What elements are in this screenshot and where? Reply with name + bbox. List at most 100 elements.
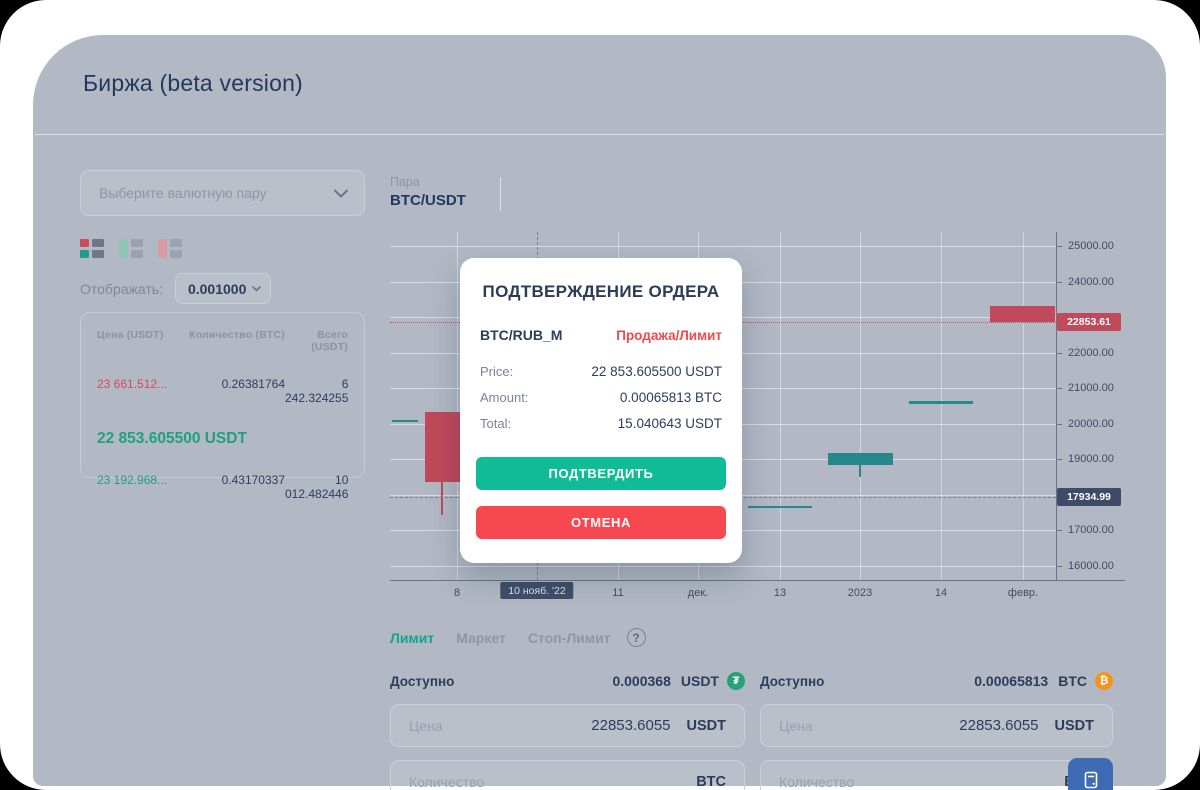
bid-amount: 0.43170337 — [221, 473, 285, 487]
price-tick-mark — [1056, 388, 1062, 389]
order-confirmation-modal: ПОДТВЕРЖДЕНИЕ ОРДЕРА BTC/RUB_M Продажа/Л… — [460, 258, 742, 563]
time-gridline — [780, 232, 781, 580]
tab-stop-limit[interactable]: Стоп-Лимит — [527, 629, 611, 646]
confirm-button[interactable]: ПОДТВЕРДИТЬ — [476, 457, 726, 490]
time-axis-line — [390, 580, 1125, 581]
modal-amount-label: Amount: — [480, 389, 529, 405]
quantity-placeholder: Количество — [409, 773, 485, 790]
time-tick-label: 13 — [773, 587, 787, 599]
price-tick-mark — [1056, 565, 1062, 567]
price-value-group: 22853.6055 USDT — [591, 717, 726, 734]
price-tick-label: 17000.00 — [1068, 524, 1114, 536]
view-asks-icon[interactable] — [158, 239, 183, 258]
ask-price: 23 661.512... — [97, 377, 168, 391]
price-axis-line — [1056, 232, 1057, 580]
modal-amount-value: 0.00065813 BTC — [619, 389, 722, 405]
time-crosshair-tag: 10 нояб. '22 — [500, 582, 574, 599]
time-tick-label: 2023 — [847, 587, 873, 599]
bid-total: 10 012.482446 — [285, 473, 349, 501]
available-label: Доступно — [390, 673, 455, 689]
pair-info: Пара BTC/USDT — [390, 175, 466, 209]
time-tick-label: дек. — [687, 587, 709, 599]
price-placeholder: Цена — [779, 717, 813, 734]
price-currency: USDT — [1054, 717, 1094, 734]
chevron-down-icon — [252, 285, 262, 292]
price-input[interactable]: Цена 22853.6055 USDT — [760, 704, 1113, 747]
orderbook-view-switcher — [80, 239, 183, 258]
orderbook: Цена (USDT) Количество (BTC) Всего (USDT… — [80, 312, 365, 501]
currency-pair-select[interactable]: Выберите валютную пару — [80, 170, 365, 216]
time-gridline — [941, 232, 942, 580]
modal-total-row: Total: 15.040643 USDT — [480, 410, 722, 436]
display-step-value: 0.001000 — [187, 280, 247, 297]
tab-limit[interactable]: Лимит — [390, 629, 435, 646]
order-type-tabs: Лимит Маркет Стоп-Лимит ? — [390, 628, 646, 647]
quantity-input[interactable]: Количество BTC — [390, 760, 745, 790]
price-tick-label: 21000.00 — [1068, 382, 1114, 394]
price-input[interactable]: Цена 22853.6055 USDT — [390, 704, 745, 747]
modal-detail-rows: Price: 22 853.605500 USDT Amount: 0.0006… — [480, 358, 722, 436]
time-tick-label: 11 — [612, 587, 624, 599]
tab-market[interactable]: Маркет — [456, 629, 506, 646]
orderbook-header: Цена (USDT) Количество (BTC) Всего (USDT… — [97, 329, 348, 353]
pair-info-divider — [500, 178, 501, 211]
bid-price: 23 192.968... — [97, 473, 168, 487]
orderbook-header-amount: Количество (BTC) — [189, 329, 285, 341]
candle-body — [748, 505, 812, 508]
view-bids-bars — [131, 239, 143, 258]
candle-body — [392, 420, 418, 423]
time-gridline — [457, 232, 458, 580]
quantity-placeholder: Количество — [779, 773, 855, 790]
price-value: 22853.6055 — [591, 717, 671, 734]
candle-body — [424, 411, 460, 482]
price-tick-label: 25000.00 — [1068, 240, 1114, 252]
buy-order-form: Доступно 0.000368 USDT ₮ Цена 22853.6055… — [390, 660, 745, 790]
available-value-group: 0.00065813 BTC ₿ — [974, 672, 1113, 690]
view-asks-bars — [170, 239, 182, 258]
price-tick-label: 22000.00 — [1068, 346, 1114, 359]
crosshair-price-tag: 17934.99 — [1057, 487, 1121, 506]
price-tick-label: 20000.00 — [1068, 417, 1114, 430]
available-currency: USDT — [680, 673, 719, 689]
modal-pair: BTC/RUB_M — [480, 327, 563, 343]
modal-amount-row: Amount: 0.00065813 BTC — [480, 384, 722, 410]
orderbook-ask-row[interactable]: 23 661.512... 0.26381764 6 242.324255 — [97, 377, 348, 405]
time-gridline — [860, 232, 861, 580]
modal-pair-row: BTC/RUB_M Продажа/Лимит — [480, 327, 722, 343]
view-bids-icon[interactable] — [119, 239, 144, 258]
display-step-dropdown[interactable]: 0.001000 — [174, 273, 272, 304]
help-icon[interactable]: ? — [626, 628, 646, 647]
calculator-icon — [1081, 770, 1101, 790]
tether-icon: ₮ — [727, 672, 745, 690]
currency-pair-placeholder: Выберите валютную пару — [99, 185, 267, 201]
price-value-group: 22853.6055 USDT — [959, 717, 1094, 734]
price-tick-mark — [1056, 423, 1062, 425]
modal-total-value: 15.040643 USDT — [617, 415, 722, 431]
bitcoin-icon: ₿ — [1095, 672, 1113, 690]
price-tick-mark — [1056, 352, 1062, 354]
candle-body — [827, 452, 893, 466]
price-tick-label: 19000.00 — [1068, 453, 1114, 465]
orderbook-bid-row[interactable]: 23 192.968... 0.43170337 10 012.482446 — [97, 473, 348, 501]
modal-price-label: Price: — [480, 363, 514, 379]
view-both-icon[interactable] — [80, 239, 105, 258]
time-tick-label: 8 — [453, 587, 461, 599]
available-row: Доступно 0.00065813 BTC ₿ — [760, 672, 1113, 690]
cancel-button[interactable]: ОТМЕНА — [476, 506, 726, 539]
last-price[interactable]: 22 853.605500 USDT — [97, 430, 247, 447]
page-title: Биржа (beta version) — [83, 70, 303, 96]
candle-body — [909, 401, 973, 404]
quantity-input[interactable]: Количество BTC — [760, 760, 1113, 790]
quantity-currency: BTC — [696, 773, 726, 790]
price-gridline — [390, 246, 1056, 247]
available-currency: BTC — [1058, 673, 1087, 689]
modal-total-label: Total: — [480, 415, 512, 431]
time-tick-label: 14 — [934, 587, 948, 599]
header-divider — [35, 134, 1164, 135]
sell-order-form: Доступно 0.00065813 BTC ₿ Цена 22853.605… — [760, 660, 1113, 790]
available-label: Доступно — [760, 673, 825, 689]
price-tick-label: 24000.00 — [1068, 275, 1114, 288]
calculator-button[interactable] — [1068, 758, 1113, 790]
available-value-group: 0.000368 USDT ₮ — [612, 672, 745, 690]
